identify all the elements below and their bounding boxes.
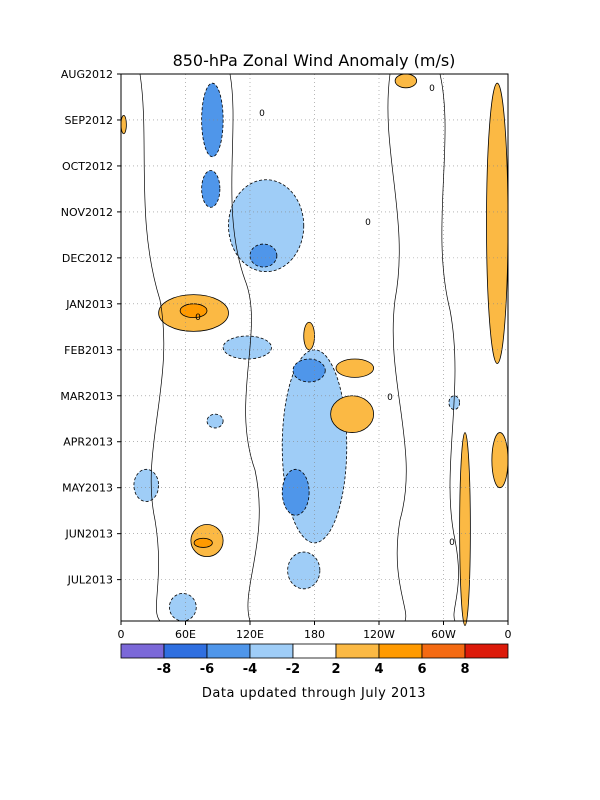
y-tick-label: FEB2013	[64, 344, 113, 357]
colorbar-label: -4	[243, 662, 257, 677]
y-tick-label: AUG2012	[61, 68, 113, 81]
zero-contour-line	[439, 73, 459, 622]
colorbar-label: 6	[417, 662, 426, 677]
anomaly-region-negative	[201, 82, 224, 158]
zero-contour-line	[229, 73, 260, 622]
y-tick-label: NOV2012	[61, 206, 113, 219]
anomaly-region-positive	[491, 432, 509, 489]
anomaly-region-negative	[168, 593, 197, 622]
anomaly-region-negative	[249, 243, 278, 268]
anomaly-region-negative	[222, 335, 272, 360]
colorbar-swatch	[464, 643, 509, 659]
anomaly-region-positive	[179, 303, 208, 319]
x-tick-label: 60E	[175, 628, 196, 641]
y-tick-label: JUL2013	[67, 574, 113, 587]
y-tick-label: SEP2012	[64, 114, 113, 127]
y-tick-label: APR2013	[63, 436, 113, 449]
colorbar-swatch	[163, 643, 208, 659]
x-tick-label: 60W	[431, 628, 456, 641]
anomaly-region-positive	[486, 82, 509, 364]
y-tick-label: OCT2012	[62, 160, 113, 173]
y-tick-label: MAY2013	[62, 482, 113, 495]
plot-area: 0 0 0 0 0 0	[120, 73, 509, 626]
colorbar-label: 4	[374, 662, 383, 677]
x-tick-label: 120E	[236, 628, 264, 641]
y-tick-label: MAR2013	[60, 390, 113, 403]
colorbar-swatch	[335, 643, 380, 659]
anomaly-region-negative	[201, 170, 221, 208]
data-update-note: Data updated through July 2013	[202, 686, 426, 701]
colorbar-swatch	[378, 643, 423, 659]
colorbar-label: -8	[157, 662, 171, 677]
x-tick-label: 180	[304, 628, 325, 641]
colorbar-swatch	[249, 643, 294, 659]
zero-contour-label: 0	[259, 109, 265, 119]
zero-contour-label: 0	[449, 538, 455, 548]
x-tick-label: 0	[118, 628, 125, 641]
zero-contour-label: 0	[365, 218, 371, 228]
colorbar-label: -6	[200, 662, 214, 677]
zero-contour-line	[139, 73, 165, 622]
y-axis: AUG2012 SEP2012 OCT2012 NOV2012 DEC2012 JAN20…	[60, 68, 121, 587]
anomaly-region-negative	[206, 413, 224, 429]
anomaly-region-negative	[133, 468, 160, 502]
anomaly-region-positive	[193, 537, 213, 548]
colorbar-swatch	[120, 643, 165, 659]
chart-title: 850-hPa Zonal Wind Anomaly (m/s)	[173, 51, 456, 70]
anomaly-region-positive	[120, 114, 127, 135]
colorbar-label: 2	[331, 662, 340, 677]
zero-contours: 0 0 0 0 0 0	[139, 73, 459, 622]
zero-contour-label: 0	[387, 393, 393, 403]
x-axis: 0 60E 120E 180 120W 60W 0	[118, 621, 512, 641]
colorbar-swatch	[292, 643, 337, 659]
anomaly-region-positive	[330, 395, 375, 433]
anomaly-region-positive	[335, 358, 375, 378]
x-tick-label: 120W	[363, 628, 395, 641]
anomaly-region-negative	[228, 179, 305, 273]
colorbar: -8 -6 -4 -2 2 4 6 8	[120, 643, 509, 677]
zero-contour-label: 0	[429, 84, 435, 94]
anomaly-region-negative	[287, 551, 321, 590]
colorbar-label: -2	[286, 662, 300, 677]
y-tick-label: DEC2012	[62, 252, 113, 265]
anomaly-region-positive	[394, 73, 418, 89]
y-tick-label: JUN2013	[64, 528, 113, 541]
anomaly-region-negative	[292, 358, 326, 383]
colorbar-swatch	[206, 643, 251, 659]
x-tick-label: 0	[505, 628, 512, 641]
y-tick-label: JAN2013	[65, 298, 113, 311]
zero-contour-line	[387, 73, 407, 622]
colorbar-swatch	[421, 643, 466, 659]
anomaly-region-positive	[303, 321, 315, 351]
colorbar-label: 8	[460, 662, 469, 677]
zero-contour-label: 0	[195, 313, 201, 323]
anomaly-region-positive	[459, 432, 471, 626]
anomaly-region-negative	[281, 468, 310, 516]
